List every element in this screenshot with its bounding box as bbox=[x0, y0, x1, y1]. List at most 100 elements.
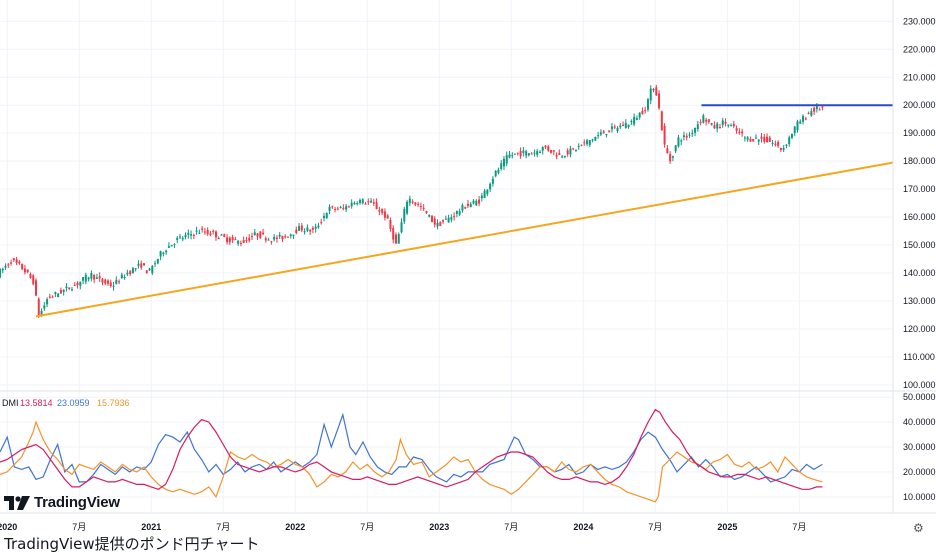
candle-body bbox=[242, 240, 245, 243]
candle-body bbox=[782, 148, 785, 150]
candle-body bbox=[378, 210, 381, 212]
candle-body bbox=[12, 258, 15, 261]
price-tick-label: 170.000 bbox=[903, 184, 936, 194]
candle-body bbox=[572, 148, 575, 150]
candle-body bbox=[439, 222, 442, 226]
candle-body bbox=[295, 229, 298, 234]
candle-body bbox=[694, 127, 697, 133]
candle-body bbox=[364, 203, 367, 205]
candle-body bbox=[245, 240, 248, 242]
candle-body bbox=[87, 277, 90, 280]
candle-body bbox=[62, 289, 65, 292]
candle-body bbox=[660, 111, 663, 131]
candle-body bbox=[494, 170, 497, 177]
candle-body bbox=[334, 208, 337, 210]
time-tick-label: 2025 bbox=[717, 522, 737, 532]
candle-body bbox=[137, 263, 140, 266]
candle-body bbox=[511, 155, 514, 157]
tradingview-watermark[interactable]: TradingView bbox=[4, 494, 120, 511]
candle-body bbox=[43, 305, 46, 309]
candle-body bbox=[475, 200, 478, 206]
candle-body bbox=[21, 263, 24, 270]
candle-body bbox=[430, 215, 433, 222]
candle-body bbox=[538, 151, 541, 153]
candle-body bbox=[417, 203, 420, 205]
candle-body bbox=[275, 237, 278, 239]
candle-body bbox=[212, 230, 215, 232]
dmi-gridlines bbox=[0, 396, 893, 498]
candle-body bbox=[317, 225, 320, 228]
candle-body bbox=[627, 124, 630, 128]
candle-body bbox=[663, 125, 666, 145]
candle-body bbox=[702, 115, 705, 123]
candle-body bbox=[558, 153, 561, 155]
candle-body bbox=[314, 226, 317, 229]
candle-body bbox=[250, 236, 253, 238]
candle-body bbox=[586, 140, 589, 145]
candle-body bbox=[306, 227, 309, 231]
drawn-lines bbox=[35, 104, 894, 318]
candle-body bbox=[536, 151, 539, 155]
candle-body bbox=[54, 292, 57, 294]
candle-body bbox=[602, 131, 605, 134]
dmi-series bbox=[0, 408, 823, 503]
candle-body bbox=[26, 269, 29, 273]
candle-body bbox=[109, 282, 112, 286]
candle-body bbox=[118, 281, 121, 283]
dmi-indicator-name[interactable]: DMI bbox=[2, 398, 19, 408]
support-trendline bbox=[35, 161, 894, 318]
candle-body bbox=[46, 299, 49, 305]
candle-body bbox=[815, 106, 818, 110]
candle-body bbox=[480, 195, 483, 199]
dmi-value-plus-di: 23.0959 bbox=[57, 398, 90, 408]
candle-body bbox=[502, 158, 505, 167]
candle-body bbox=[608, 130, 611, 133]
time-tick-label: 7月 bbox=[504, 522, 518, 532]
candle-body bbox=[397, 234, 400, 244]
candle-body bbox=[347, 206, 350, 208]
candle-body bbox=[217, 237, 220, 239]
candle-body bbox=[705, 119, 708, 122]
candle-body bbox=[273, 236, 276, 240]
candle-body bbox=[599, 132, 602, 135]
gear-icon[interactable]: ⚙ bbox=[913, 521, 924, 535]
candle-body bbox=[796, 121, 799, 131]
candle-body bbox=[530, 153, 533, 155]
candle-body bbox=[458, 211, 461, 215]
candle-body bbox=[422, 207, 425, 209]
candle-body bbox=[580, 144, 583, 146]
candle-body bbox=[148, 268, 151, 271]
candle-body bbox=[4, 266, 7, 268]
candle-body bbox=[223, 234, 226, 237]
candle-body bbox=[15, 259, 18, 263]
dmi-tick-label: 40.0000 bbox=[903, 417, 936, 427]
candle-body bbox=[635, 118, 638, 120]
candle-body bbox=[336, 208, 339, 210]
candle-body bbox=[696, 124, 699, 129]
candle-body bbox=[115, 279, 118, 284]
candle-body bbox=[220, 234, 223, 236]
candle-body bbox=[262, 232, 265, 235]
candle-body bbox=[228, 237, 231, 243]
candle-body bbox=[671, 156, 674, 158]
candle-body bbox=[721, 120, 724, 126]
candle-body bbox=[491, 178, 494, 184]
candle-body bbox=[32, 275, 35, 285]
candle-body bbox=[350, 202, 353, 207]
candle-body bbox=[10, 262, 13, 264]
time-tick-label: 2020 bbox=[0, 522, 17, 532]
candle-body bbox=[192, 234, 195, 236]
candle-body bbox=[483, 190, 486, 199]
candle-body bbox=[527, 153, 530, 156]
candle-body bbox=[566, 150, 569, 155]
price-axis: 230.000 220.000 210.000 200.000 190.000 180.0… bbox=[903, 16, 936, 390]
candle-body bbox=[799, 121, 802, 124]
candle-body bbox=[727, 124, 730, 126]
price-tick-label: 230.000 bbox=[903, 16, 936, 26]
candle-body bbox=[59, 290, 62, 294]
candle-body bbox=[688, 134, 691, 136]
price-tick-label: 110.000 bbox=[903, 352, 935, 362]
candle-body bbox=[455, 211, 458, 214]
candle-body bbox=[749, 139, 752, 142]
candle-body bbox=[674, 145, 677, 152]
